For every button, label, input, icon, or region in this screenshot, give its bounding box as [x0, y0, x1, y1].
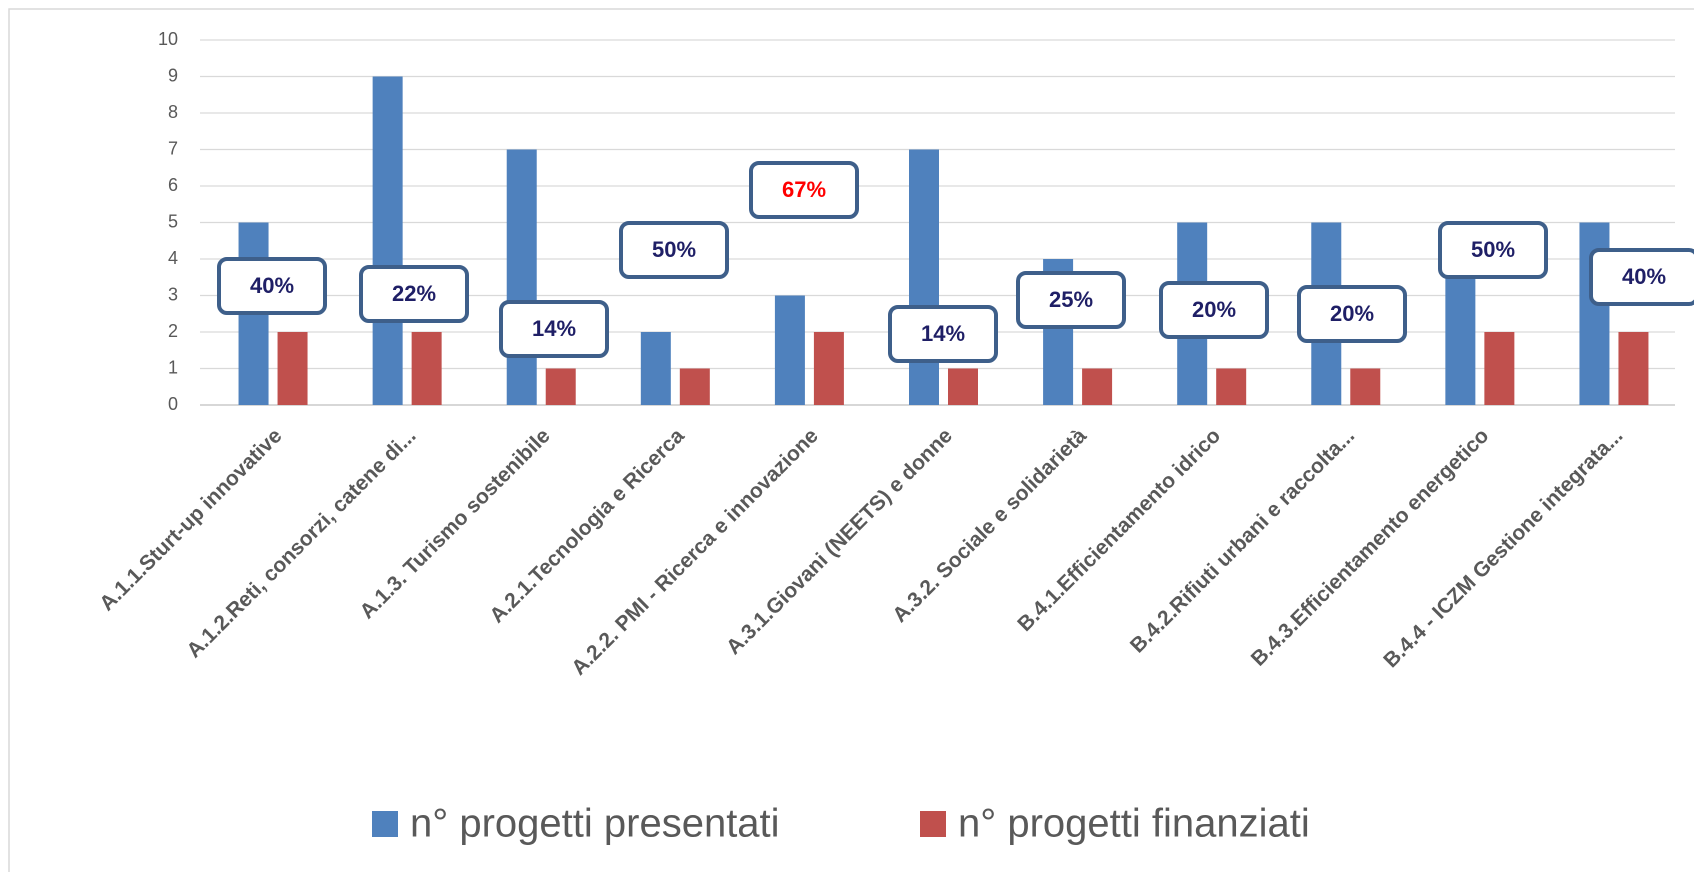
annotation: 20%	[1192, 297, 1236, 322]
bar	[1484, 332, 1515, 405]
y-tick-label: 8	[168, 102, 178, 122]
annotation: 14%	[532, 316, 576, 341]
annotation-box	[749, 161, 859, 219]
legend-swatch	[372, 811, 398, 837]
bar	[1216, 368, 1247, 405]
annotation-box	[1016, 271, 1126, 329]
bar	[411, 332, 442, 405]
annotation: 40%	[1622, 264, 1666, 289]
y-tick-label: 5	[168, 211, 178, 231]
annotation: 67%	[782, 177, 826, 202]
annotation-box	[888, 305, 998, 363]
annotation-box	[359, 265, 469, 323]
y-tick-label: 10	[158, 29, 178, 49]
annotation: 20%	[1330, 301, 1374, 326]
annotation-box	[1438, 221, 1548, 279]
bar	[1350, 368, 1381, 405]
bar	[774, 295, 805, 405]
annotation-box	[1297, 285, 1407, 343]
bar	[909, 149, 939, 405]
y-tick-label: 9	[168, 65, 178, 85]
bar	[506, 149, 537, 405]
annotation: 50%	[652, 237, 696, 262]
annotation: 14%	[921, 321, 965, 346]
x-tick-label: A.3.1.Giovani (NEETS) e donne	[722, 424, 957, 659]
x-tick-label: A.2.2. PMI - Ricerca e innovazione	[567, 424, 823, 680]
annotation-box	[1589, 248, 1694, 306]
annotation-box	[619, 221, 729, 279]
bar	[640, 332, 671, 405]
y-tick-label: 2	[168, 321, 178, 341]
y-tick-label: 6	[168, 175, 178, 195]
bar	[813, 332, 844, 405]
annotation: 50%	[1471, 237, 1515, 262]
bar	[948, 368, 978, 405]
bar	[1082, 368, 1113, 405]
y-tick-label: 1	[168, 357, 178, 377]
annotation-box	[1159, 281, 1269, 339]
x-tick-label: B.4.3.Efficientamento energetico	[1247, 424, 1493, 670]
annotation: 40%	[250, 273, 294, 298]
legend-label: n° progetti finanziati	[958, 802, 1310, 846]
bar	[545, 368, 576, 405]
y-tick-label: 0	[168, 394, 178, 414]
annotation-box	[217, 257, 327, 315]
annotation: 22%	[392, 281, 436, 306]
x-tick-label: B.4.2.Rifiuti urbani e raccolta...	[1126, 424, 1359, 657]
y-tick-label: 4	[168, 248, 178, 268]
bar	[277, 332, 308, 405]
chart-border	[8, 8, 1694, 872]
annotation-box	[499, 300, 609, 358]
y-tick-label: 3	[168, 284, 178, 304]
x-tick-label: B.4.4 - ICZM Gestione integrata...	[1379, 424, 1627, 672]
y-tick-label: 7	[168, 138, 178, 158]
legend-label: n° progetti presentati	[410, 802, 780, 846]
bar	[372, 76, 403, 405]
x-tick-label: A.1.2.Reti, consorzi, catene di...	[182, 424, 420, 662]
bar	[679, 368, 710, 405]
legend-swatch	[920, 811, 946, 837]
annotation: 25%	[1049, 287, 1093, 312]
bar	[1445, 259, 1476, 405]
bar	[1618, 332, 1649, 405]
